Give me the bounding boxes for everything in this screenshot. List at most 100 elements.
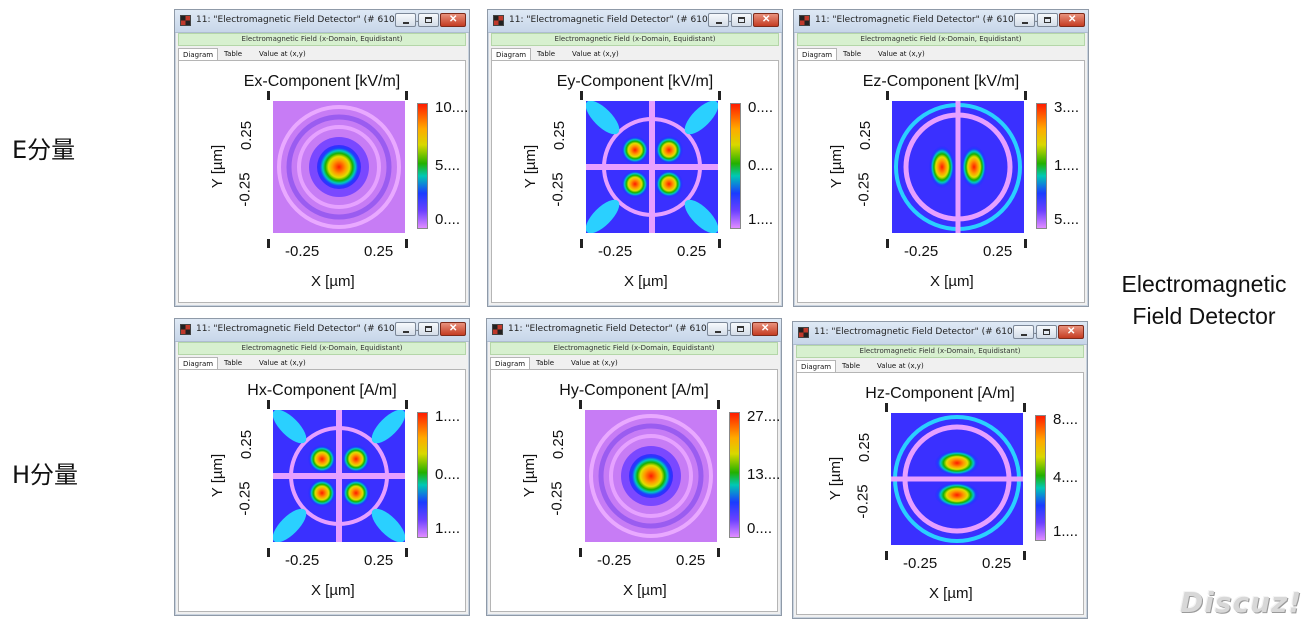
tab-diagram[interactable]: Diagram <box>491 48 532 61</box>
side-label-line1: Electromagnetic <box>1121 271 1287 297</box>
window-titlebar[interactable]: 11: "Electromagnetic Field Detector" (# … <box>175 319 469 342</box>
field-hotspot <box>308 479 336 507</box>
tab-diagram[interactable]: Diagram <box>796 360 837 373</box>
maximize-icon[interactable] <box>730 322 751 336</box>
colorbar-tick-min: 1.... <box>748 211 774 228</box>
maximize-icon[interactable] <box>418 322 439 336</box>
axis-corner-mark <box>886 239 889 248</box>
app-icon[interactable] <box>492 324 503 335</box>
plot-title: Ez-Component [kV/m] <box>862 73 1020 90</box>
tab-table[interactable]: Table <box>224 50 243 58</box>
close-icon[interactable] <box>440 322 466 336</box>
field-lobe-outer <box>684 101 718 135</box>
app-icon[interactable] <box>180 15 191 26</box>
detector-window-6[interactable]: 11: "Electromagnetic Field Detector" (# … <box>792 321 1088 619</box>
tab-diagram[interactable]: Diagram <box>178 48 219 61</box>
window-title: 11: "Electromagnetic Field Detector" (# … <box>508 324 734 334</box>
field-lobe-outer <box>273 508 307 542</box>
minimize-icon[interactable] <box>1013 325 1034 339</box>
minimize-icon[interactable] <box>1014 13 1035 27</box>
window-titlebar[interactable]: 11: "Electromagnetic Field Detector" (# … <box>794 10 1088 33</box>
field-ring <box>589 414 713 538</box>
field-hotspot <box>621 170 649 198</box>
maximize-icon[interactable] <box>418 13 439 27</box>
window-titlebar[interactable]: 11: "Electromagnetic Field Detector" (# … <box>488 10 782 33</box>
tab-table[interactable]: Table <box>843 50 862 58</box>
window-title: 11: "Electromagnetic Field Detector" (# … <box>196 15 422 25</box>
y-tick-label: -0.25 <box>855 172 873 207</box>
field-ring <box>602 117 702 217</box>
colorbar-tick-min: 5.... <box>1054 211 1080 228</box>
detector-window-1[interactable]: 11: "Electromagnetic Field Detector" (# … <box>174 9 470 307</box>
tab-value-at[interactable]: Value at (x,y) <box>571 359 618 367</box>
x-axis-label: X [µm] <box>930 273 974 290</box>
close-icon[interactable] <box>753 13 779 27</box>
axis-corner-mark <box>885 551 888 560</box>
maximize-icon[interactable] <box>1037 13 1058 27</box>
y-tick-label: -0.25 <box>549 172 567 207</box>
tab-value-at[interactable]: Value at (x,y) <box>259 359 306 367</box>
detector-window-4[interactable]: 11: "Electromagnetic Field Detector" (# … <box>174 318 470 616</box>
axis-corner-mark <box>579 400 582 409</box>
axis-corner-mark <box>267 548 270 557</box>
app-icon[interactable] <box>799 15 810 26</box>
field-plot[interactable] <box>891 413 1023 545</box>
field-plot[interactable] <box>273 101 405 233</box>
detector-window-5[interactable]: 11: "Electromagnetic Field Detector" (# … <box>486 318 782 616</box>
close-icon[interactable] <box>752 322 778 336</box>
colorbar-tick-mid: 1.... <box>1054 157 1080 174</box>
tab-diagram[interactable]: Diagram <box>490 357 531 370</box>
field-hotspot <box>961 146 987 188</box>
maximize-icon[interactable] <box>1036 325 1057 339</box>
field-plot[interactable] <box>273 410 405 542</box>
tab-diagram[interactable]: Diagram <box>797 48 838 61</box>
colorbar-tick-max: 1.... <box>435 408 461 425</box>
tab-table[interactable]: Table <box>537 50 556 58</box>
detector-window-3[interactable]: 11: "Electromagnetic Field Detector" (# … <box>793 9 1089 307</box>
app-icon[interactable] <box>180 324 191 335</box>
minimize-icon[interactable] <box>708 13 729 27</box>
minimize-icon[interactable] <box>395 322 416 336</box>
window-title: 11: "Electromagnetic Field Detector" (# … <box>815 15 1041 25</box>
tab-value-at[interactable]: Value at (x,y) <box>259 50 306 58</box>
y-tick-label: 0.25 <box>550 429 568 460</box>
window-titlebar[interactable]: 11: "Electromagnetic Field Detector" (# … <box>175 10 469 33</box>
close-icon[interactable] <box>1059 13 1085 27</box>
app-icon[interactable] <box>493 15 504 26</box>
tab-diagram[interactable]: Diagram <box>178 357 219 370</box>
app-icon[interactable] <box>798 327 809 338</box>
diagram-area: Ey-Component [kV/m] 0.25 -0.25 Y [µm] -0… <box>491 60 779 303</box>
close-icon[interactable] <box>1058 325 1084 339</box>
y-tick-label: 0.25 <box>238 429 256 460</box>
tab-table[interactable]: Table <box>224 359 243 367</box>
window-titlebar[interactable]: 11: "Electromagnetic Field Detector" (# … <box>487 319 781 342</box>
tab-table[interactable]: Table <box>536 359 555 367</box>
colorbar <box>730 103 741 229</box>
field-ring <box>297 125 381 209</box>
x-tick-label: -0.25 <box>903 555 938 572</box>
field-plot[interactable] <box>585 410 717 542</box>
colorbar-tick-max: 3.... <box>1054 99 1080 116</box>
field-ring <box>286 114 392 220</box>
field-lobe-outer <box>684 199 718 233</box>
diagram-area: Hy-Component [A/m] 0.25 -0.25 Y [µm] -0.… <box>490 369 780 612</box>
watermark: Discuz! <box>1180 586 1303 619</box>
window-title: 11: "Electromagnetic Field Detector" (# … <box>814 327 1040 337</box>
tab-table[interactable]: Table <box>842 362 861 370</box>
field-ring <box>598 423 704 529</box>
window-subtitle: Electromagnetic Field (x-Domain, Equidis… <box>490 342 778 355</box>
minimize-icon[interactable] <box>707 322 728 336</box>
colorbar <box>1035 415 1046 541</box>
field-plot[interactable] <box>586 101 718 233</box>
diagram-area: Ez-Component [kV/m] 0.25 -0.25 Y [µm] -0… <box>797 60 1085 303</box>
tab-value-at[interactable]: Value at (x,y) <box>878 50 925 58</box>
tab-value-at[interactable]: Value at (x,y) <box>877 362 924 370</box>
field-plot[interactable] <box>892 101 1024 233</box>
tab-value-at[interactable]: Value at (x,y) <box>572 50 619 58</box>
window-titlebar[interactable]: 11: "Electromagnetic Field Detector" (# … <box>793 322 1087 345</box>
detector-window-2[interactable]: 11: "Electromagnetic Field Detector" (# … <box>487 9 783 307</box>
maximize-icon[interactable] <box>731 13 752 27</box>
axis-corner-mark <box>580 239 583 248</box>
minimize-icon[interactable] <box>395 13 416 27</box>
close-icon[interactable] <box>440 13 466 27</box>
